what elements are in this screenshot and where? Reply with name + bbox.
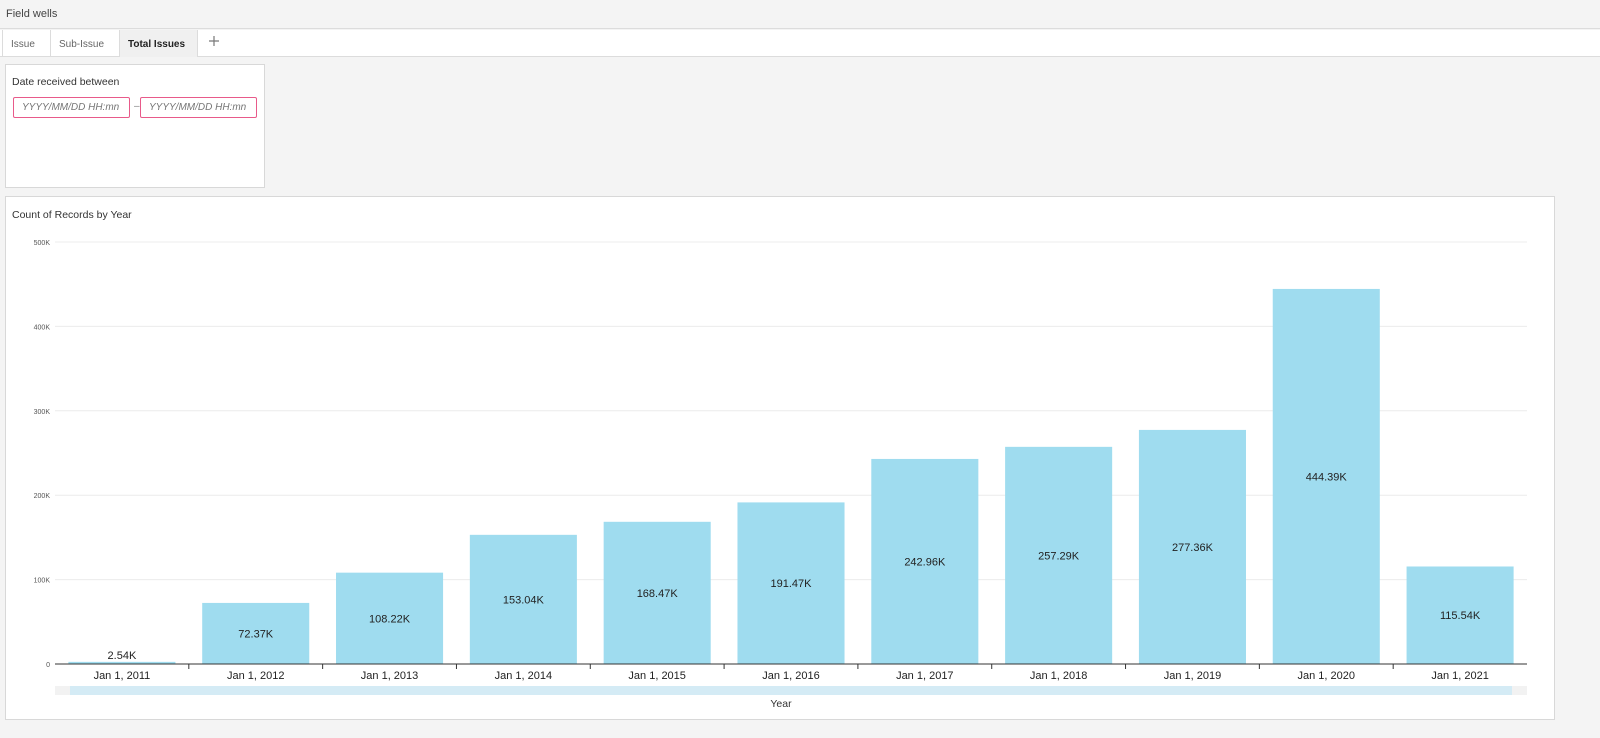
y-tick-label: 200K [34, 493, 51, 500]
chart-title: Count of Records by Year [12, 209, 132, 221]
x-tick-label: Jan 1, 2016 [762, 670, 820, 682]
data-label: 153.04K [503, 594, 545, 606]
data-label: 191.47K [771, 578, 813, 590]
field-wells-bar[interactable]: Field wells [0, 0, 1600, 29]
bar-chart: 0 100K 200K 300K 400K 500K 2.54K Jan 1, 2011 72.… [34, 240, 1527, 710]
bar[interactable] [336, 572, 444, 664]
bar[interactable] [1406, 566, 1514, 664]
sheet-tab-bar: Issue Sub-Issue Total Issues [0, 30, 1600, 76]
x-axis-title: Year [770, 698, 792, 710]
filter-title: Date received between [12, 76, 120, 88]
y-tick-label: 300K [34, 409, 51, 416]
x-tick-label: Jan 1, 2014 [495, 670, 553, 682]
bar[interactable] [1005, 446, 1113, 664]
data-label: 257.29K [1038, 550, 1080, 562]
bar[interactable] [737, 502, 845, 664]
start-date-input[interactable] [13, 97, 130, 118]
x-tick-label: Jan 1, 2019 [1164, 670, 1222, 682]
x-tick-label: Jan 1, 2018 [1030, 670, 1088, 682]
y-tick-label: 0 [46, 662, 50, 669]
x-tick-label: Jan 1, 2013 [361, 670, 419, 682]
x-tick-label: Jan 1, 2017 [896, 670, 954, 682]
bar[interactable] [1272, 288, 1380, 664]
data-label: 242.96K [904, 556, 946, 568]
data-label: 108.22K [369, 613, 411, 625]
plus-icon[interactable] [208, 34, 220, 52]
data-label: 168.47K [637, 588, 679, 600]
tab-sub-issue[interactable]: Sub-Issue [50, 30, 112, 57]
field-wells-label: Field wells [6, 8, 58, 20]
tab-label: Sub-Issue [59, 39, 105, 50]
data-label: 72.37K [238, 628, 274, 640]
y-tick-label: 100K [34, 578, 51, 585]
x-tick-label: Jan 1, 2011 [94, 670, 151, 682]
bar[interactable] [202, 602, 310, 664]
y-tick-label: 500K [34, 240, 51, 247]
tab-label: Issue [11, 39, 35, 50]
bar[interactable] [68, 661, 176, 664]
x-tick-label: Jan 1, 2021 [1431, 670, 1489, 682]
data-label: 277.36K [1172, 542, 1214, 554]
tab-issue[interactable]: Issue [2, 30, 43, 57]
date-filter-panel: Date received between – [5, 64, 265, 188]
data-label: 2.54K [108, 650, 137, 662]
bar[interactable] [603, 521, 711, 664]
bar[interactable] [871, 458, 979, 664]
x-tick-label: Jan 1, 2015 [628, 670, 686, 682]
data-label: 115.54K [1440, 610, 1481, 622]
end-date-input[interactable] [140, 97, 257, 118]
bar[interactable] [1138, 429, 1246, 664]
x-tick-label: Jan 1, 2012 [227, 670, 285, 682]
bar[interactable] [469, 534, 577, 664]
tab-label: Total Issues [128, 39, 186, 50]
range-scrollbar-thumb[interactable] [70, 686, 1512, 695]
chart-panel: Count of Records by Year 0 100K 200K 300K 40… [5, 196, 1555, 720]
y-tick-label: 400K [34, 324, 51, 331]
tab-total-issues[interactable]: Total Issues [119, 30, 198, 76]
date-range-separator: – [134, 101, 140, 112]
data-label: 444.39K [1306, 471, 1348, 483]
x-tick-label: Jan 1, 2020 [1298, 670, 1356, 682]
